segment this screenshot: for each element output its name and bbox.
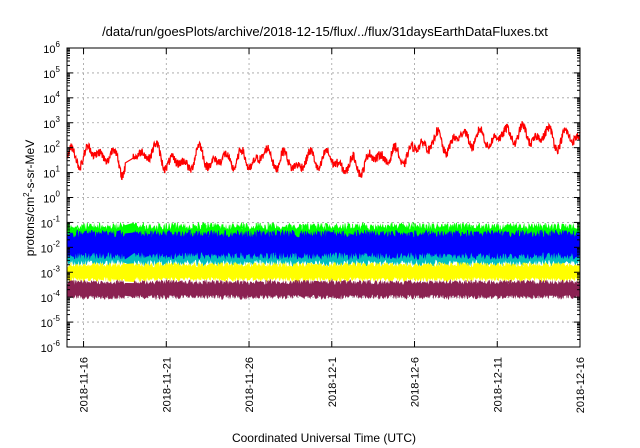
y-tick-exp: -5 [53, 314, 61, 323]
y-tick-base: 10 [41, 243, 53, 255]
x-tick-label: 2018-11-21 [161, 357, 173, 412]
y-tick-base: 10 [43, 44, 55, 56]
gap-connector [124, 271, 134, 277]
y-tick-label: 10-4 [41, 289, 61, 305]
y-axis-label: protons/cm2-s-sr-MeV [22, 140, 37, 256]
y-tick-base: 10 [41, 218, 53, 230]
y-axis: 10-610-510-410-310-210-11001011021031041… [41, 40, 580, 355]
y-tick-label: 10-1 [41, 214, 61, 230]
y-tick-base: 10 [43, 169, 55, 181]
x-tick-label: 2018-12-1 [327, 357, 339, 407]
y-tick-exp: -3 [53, 264, 61, 273]
y-tick-label: 100 [43, 190, 60, 206]
x-tick-label: 2018-11-16 [79, 357, 91, 412]
y-tick-label: 106 [43, 40, 60, 56]
y-tick-base: 10 [41, 343, 53, 355]
flux-band-line [66, 278, 581, 298]
y-tick-base: 10 [43, 69, 55, 81]
y-tick-label: 102 [43, 140, 60, 156]
flux-red-series [66, 121, 581, 181]
y-tick-exp: -2 [53, 239, 61, 248]
y-tick-label: 10-6 [41, 339, 61, 355]
chart-title: /data/run/goesPlots/archive/2018-12-15/f… [102, 24, 548, 39]
x-tick-label: 2018-12-16 [575, 357, 587, 413]
y-tick-exp: -6 [53, 339, 61, 348]
x-tick-label: 2018-11-26 [244, 357, 256, 412]
grid [67, 48, 580, 347]
y-tick-base: 10 [43, 119, 55, 131]
y-tick-base: 10 [41, 268, 53, 280]
y-tick-exp: -4 [53, 289, 61, 298]
y-tick-exp: 6 [56, 40, 61, 49]
y-tick-exp: -1 [53, 214, 61, 223]
flux-band-line [66, 261, 581, 281]
y-tick-base: 10 [43, 94, 55, 106]
y-axis-label-sup: 2 [22, 192, 31, 197]
y-tick-base: 10 [41, 318, 53, 330]
y-tick-label: 10-2 [41, 239, 61, 255]
y-axis-label-rest: -s-sr-MeV [23, 140, 37, 193]
y-tick-exp: 3 [56, 115, 61, 124]
y-tick-exp: 0 [56, 190, 61, 199]
gap-connector [124, 289, 134, 299]
y-tick-label: 104 [43, 90, 60, 106]
y-tick-label: 105 [43, 65, 60, 81]
y-tick-exp: 1 [56, 165, 61, 174]
y-tick-label: 10-5 [41, 314, 61, 330]
x-axis-label: Coordinated Universal Time (UTC) [232, 431, 416, 445]
y-tick-label: 103 [43, 115, 60, 131]
series-group [66, 121, 581, 300]
y-tick-exp: 4 [56, 90, 61, 99]
y-tick-label: 101 [43, 165, 60, 181]
y-tick-base: 10 [43, 144, 55, 156]
y-tick-base: 10 [41, 293, 53, 305]
x-tick-label: 2018-12-11 [492, 357, 504, 412]
y-tick-exp: 5 [56, 65, 61, 74]
x-axis: 2018-11-16 2018-11-21 2018-11-26 2018-12-1 2… [79, 48, 587, 413]
y-tick-exp: 2 [56, 140, 61, 149]
flux-band-line [66, 229, 581, 257]
x-tick-label: 2018-12-6 [410, 357, 422, 407]
y-tick-label: 10-3 [41, 264, 61, 280]
y-tick-base: 10 [43, 194, 55, 206]
